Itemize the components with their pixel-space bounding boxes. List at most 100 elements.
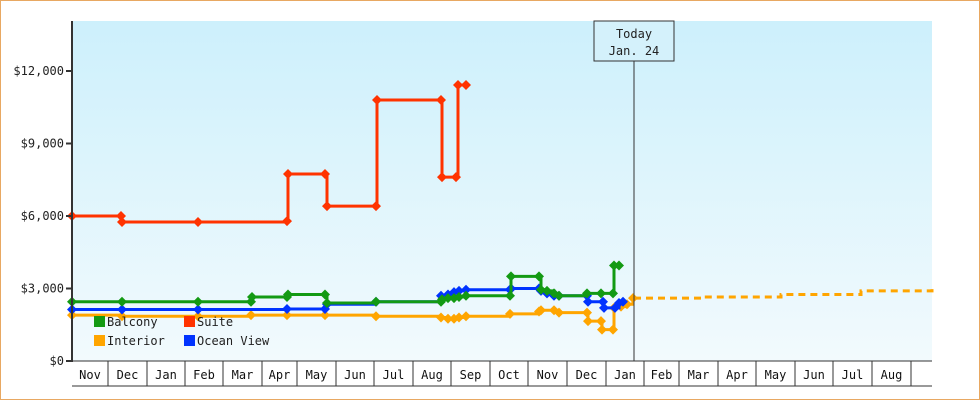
series-line <box>634 287 934 300</box>
data-point-marker[interactable] <box>371 311 381 322</box>
data-point-marker[interactable] <box>614 260 624 271</box>
x-month-label: May <box>306 368 328 382</box>
x-month-label: Jan <box>155 368 177 382</box>
data-point-marker[interactable] <box>116 211 126 221</box>
data-point-marker[interactable] <box>193 217 203 228</box>
data-point-marker[interactable] <box>597 324 607 335</box>
data-point-marker[interactable] <box>193 304 203 315</box>
data-point-marker[interactable] <box>322 201 332 212</box>
y-tick-label: $0 <box>50 354 64 368</box>
legend-label: Suite <box>197 315 233 329</box>
data-point-marker[interactable] <box>193 296 203 307</box>
data-point-marker[interactable] <box>596 288 606 299</box>
x-month-label: Oct <box>498 368 520 382</box>
legend: Balcony Suite Interior Ocean View <box>94 315 270 348</box>
data-point-marker[interactable] <box>436 95 446 105</box>
series-line <box>72 83 466 224</box>
data-point-marker[interactable] <box>322 298 332 308</box>
x-month-label: Dec <box>117 368 139 382</box>
today-label: Today <box>616 27 652 41</box>
x-month-label: Nov <box>79 368 101 382</box>
data-point-marker[interactable] <box>505 290 515 301</box>
data-point-marker[interactable] <box>461 80 471 91</box>
data-point-marker[interactable] <box>117 311 127 322</box>
series-balcony <box>67 260 624 308</box>
data-point-marker[interactable] <box>282 310 292 321</box>
data-point-marker[interactable] <box>582 288 592 299</box>
data-point-marker[interactable] <box>193 311 203 322</box>
data-point-marker[interactable] <box>437 172 447 183</box>
data-point-marker[interactable] <box>371 296 381 307</box>
data-point-marker[interactable] <box>554 290 564 301</box>
data-point-marker[interactable] <box>536 305 546 316</box>
x-month-label: Jun <box>344 368 366 382</box>
data-point-marker[interactable] <box>371 201 381 212</box>
data-point-marker[interactable] <box>117 217 127 228</box>
data-point-marker[interactable] <box>534 271 544 282</box>
data-point-marker[interactable] <box>628 293 638 304</box>
x-month-label: Feb <box>193 368 215 382</box>
data-point-marker[interactable] <box>599 302 609 313</box>
data-point-marker[interactable] <box>596 316 606 327</box>
data-point-marker[interactable] <box>283 289 293 300</box>
data-point-marker[interactable] <box>506 271 516 282</box>
x-month-label: Mar <box>688 368 710 382</box>
x-month-label: May <box>765 368 787 382</box>
y-tick-label: $9,000 <box>21 137 64 151</box>
data-point-marker[interactable] <box>443 293 453 304</box>
data-point-marker[interactable] <box>320 289 330 300</box>
data-point-marker[interactable] <box>282 304 292 315</box>
x-month-label: Sep <box>460 368 482 382</box>
data-point-marker[interactable] <box>451 172 461 183</box>
legend-label: Ocean View <box>197 334 270 348</box>
data-point-marker[interactable] <box>320 168 330 179</box>
series-interior <box>67 293 638 335</box>
legend-swatch <box>94 335 105 346</box>
data-point-marker[interactable] <box>320 310 330 321</box>
data-point-marker[interactable] <box>117 304 127 315</box>
data-point-marker[interactable] <box>247 291 257 302</box>
legend-item-interior[interactable]: Interior <box>94 334 165 348</box>
legend-swatch <box>184 335 195 346</box>
legend-label: Balcony <box>107 315 158 329</box>
data-point-marker[interactable] <box>453 80 463 91</box>
data-point-marker[interactable] <box>283 168 293 179</box>
x-month-label: Aug <box>421 368 443 382</box>
data-point-marker[interactable] <box>436 312 446 323</box>
today-date: Jan. 24 <box>609 44 660 58</box>
y-tick-label: $6,000 <box>21 209 64 223</box>
data-point-marker[interactable] <box>282 216 292 227</box>
data-point-marker[interactable] <box>608 324 618 335</box>
x-month-label: Jan <box>614 368 636 382</box>
data-point-marker[interactable] <box>583 296 593 307</box>
x-axis: Nov Dec Jan Feb Mar Apr May Jun Jul Aug Sep Oct Nov D… <box>72 360 932 387</box>
data-point-marker[interactable] <box>505 308 515 319</box>
data-point-marker[interactable] <box>608 288 618 299</box>
legend-item-ocean-view[interactable]: Ocean View <box>184 334 270 348</box>
data-point-marker[interactable] <box>618 296 628 307</box>
legend-item-suite[interactable]: Suite <box>184 315 233 329</box>
data-point-marker[interactable] <box>443 313 453 324</box>
x-month-label: Jul <box>383 368 405 382</box>
data-point-marker[interactable] <box>454 312 464 323</box>
data-point-marker[interactable] <box>461 311 471 322</box>
data-point-marker[interactable] <box>372 95 382 105</box>
data-point-marker[interactable] <box>454 285 464 296</box>
data-point-marker[interactable] <box>598 296 608 307</box>
data-point-marker[interactable] <box>461 290 471 301</box>
x-month-label: Mar <box>232 368 254 382</box>
x-month-label: Nov <box>537 368 559 382</box>
data-point-marker[interactable] <box>246 310 256 321</box>
data-point-marker[interactable] <box>117 296 127 307</box>
data-point-marker[interactable] <box>454 291 464 302</box>
x-month-label: Jul <box>842 368 864 382</box>
data-point-marker[interactable] <box>554 307 564 318</box>
data-point-marker[interactable] <box>582 307 592 318</box>
x-month-label: Apr <box>726 368 748 382</box>
data-point-marker[interactable] <box>461 284 471 295</box>
legend-item-balcony[interactable]: Balcony <box>94 315 158 329</box>
data-point-marker[interactable] <box>583 316 593 327</box>
series-interior-forecast <box>634 287 934 300</box>
